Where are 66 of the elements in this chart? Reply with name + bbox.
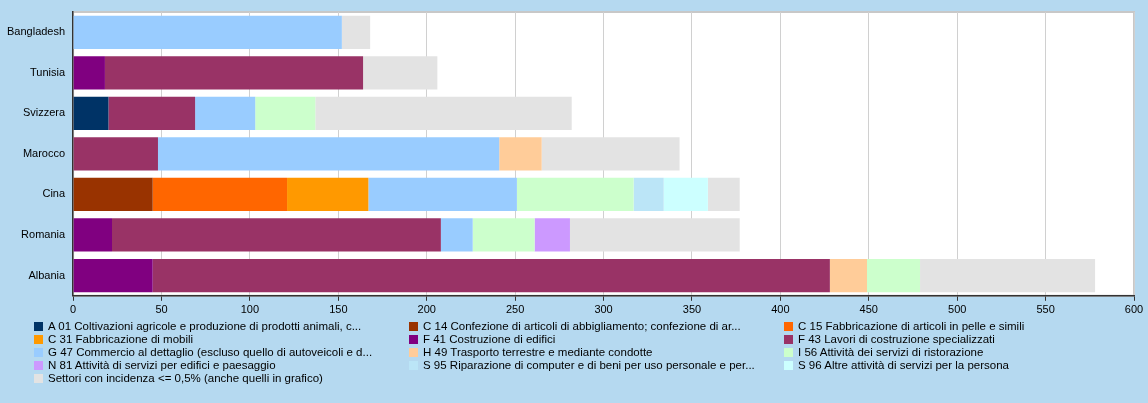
- bar: [73, 96, 109, 130]
- bar: [516, 177, 634, 212]
- bar: [73, 56, 105, 90]
- bar: [368, 177, 517, 212]
- y-tick-label: Tunisia: [30, 65, 66, 78]
- x-tick-label: 300: [594, 303, 613, 316]
- bar: [541, 137, 680, 171]
- x-tick-label: 450: [859, 303, 878, 316]
- bar: [157, 137, 500, 171]
- bar: [73, 137, 158, 171]
- legend-label: C 31 Fabbricazione di mobili: [48, 333, 194, 346]
- bar: [195, 96, 256, 130]
- y-tick-label: Cina: [42, 187, 66, 200]
- legend-label: G 47 Commercio al dettaglio (escluso quello di autoveicoli e d...: [48, 346, 373, 359]
- x-tick-label: 50: [155, 303, 168, 316]
- x-tick-label: 400: [771, 303, 790, 316]
- bar: [73, 258, 153, 293]
- bar: [663, 177, 708, 212]
- x-tick-label: 600: [1124, 303, 1144, 316]
- legend-label: S 96 Altre attività di servizi per la persona: [798, 359, 1009, 372]
- y-tick-label: Bangladesh: [7, 25, 66, 38]
- bar: [255, 96, 316, 130]
- bar: [569, 218, 740, 252]
- x-tick-label: 550: [1036, 303, 1055, 316]
- x-tick-label: 0: [70, 303, 77, 316]
- bar: [315, 96, 572, 130]
- bar: [707, 177, 740, 212]
- legend-label: S 95 Riparazione di computer e di beni per uso personale e per...: [423, 359, 755, 372]
- bar: [152, 258, 830, 293]
- bar: [104, 56, 364, 90]
- bar: [152, 177, 288, 212]
- bar: [499, 137, 542, 171]
- bar: [287, 177, 369, 212]
- bar: [472, 218, 535, 252]
- y-tick-label: Romania: [21, 228, 66, 241]
- bar: [73, 15, 342, 49]
- x-tick-label: 250: [505, 303, 525, 316]
- x-tick-label: 500: [948, 303, 967, 316]
- bar: [440, 218, 473, 252]
- bar: [633, 177, 664, 212]
- bar: [363, 56, 438, 90]
- legend-label: H 49 Trasporto terrestre e mediante condotte: [423, 346, 653, 359]
- bar: [108, 96, 196, 130]
- legend-label: F 43 Lavori di costruzione specializzati: [798, 333, 995, 346]
- legend-label: A 01 Coltivazioni agricole e produzione di prodotti animali, c...: [48, 320, 362, 333]
- bar: [829, 258, 868, 293]
- x-tick-label: 100: [240, 303, 260, 316]
- bar: [920, 258, 1096, 293]
- y-tick-label: Marocco: [22, 146, 66, 159]
- bar: [341, 15, 371, 49]
- x-tick-label: 200: [417, 303, 436, 316]
- bar: [73, 177, 153, 212]
- legend-label: C 14 Confezione di articoli di abbigliamento; confezione di ar...: [423, 320, 741, 333]
- legend-label: N 81 Attività di servizi per edifici e paesaggio: [48, 359, 276, 372]
- bar: [534, 218, 570, 252]
- y-tick-label: Svizzera: [22, 106, 66, 119]
- bar: [112, 218, 441, 252]
- bar: [867, 258, 921, 293]
- legend-label: C 15 Fabbricazione di articoli in pelle e simili: [798, 320, 1025, 333]
- legend-label: I 56 Attività dei servizi di ristorazione: [798, 346, 984, 359]
- x-tick-label: 350: [682, 303, 702, 316]
- bar: [73, 218, 112, 252]
- x-tick-label: 150: [329, 303, 348, 316]
- y-tick-label: Albania: [28, 268, 66, 281]
- legend-label: Settori con incidenza <= 0,5% (anche quelli in grafico): [48, 372, 323, 385]
- legend-label: F 41 Costruzione di edifici: [423, 333, 556, 346]
